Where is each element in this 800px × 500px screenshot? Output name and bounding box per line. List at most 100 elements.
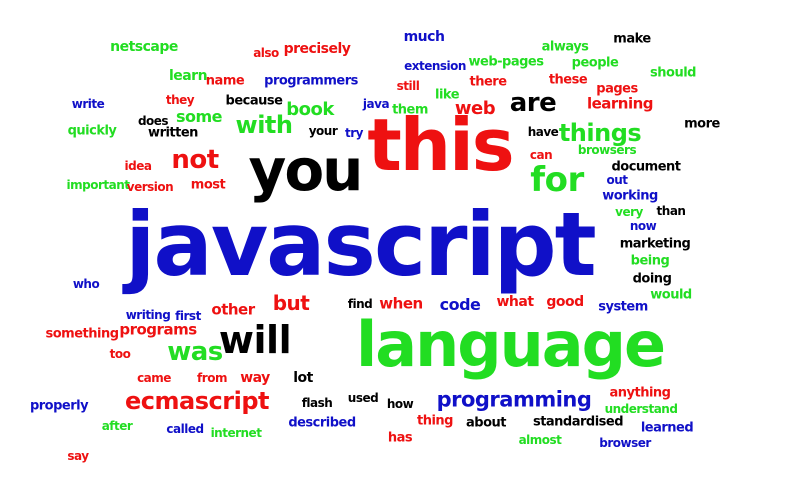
word-try: try	[345, 126, 363, 140]
word-important: important	[66, 178, 130, 192]
word-programming: programming	[436, 387, 592, 412]
word-they: they	[165, 93, 195, 107]
word-properly: properly	[29, 398, 89, 414]
word-your: your	[308, 124, 338, 138]
word-always: always	[541, 39, 589, 55]
word-from: from	[197, 371, 227, 385]
word-good: good	[546, 294, 584, 310]
word-you: you	[248, 136, 364, 204]
word-would: would	[650, 287, 692, 303]
word-precisely: precisely	[283, 41, 351, 57]
word-working: working	[602, 188, 658, 204]
word-some: some	[175, 107, 223, 126]
word-web-pages: web-pages	[468, 54, 544, 70]
word-after: after	[101, 419, 133, 433]
word-still: still	[396, 79, 420, 93]
word-programs: programs	[119, 320, 197, 339]
word-quickly: quickly	[67, 123, 117, 139]
word-about: about	[466, 415, 506, 431]
word-when: when	[379, 294, 423, 313]
word-used: used	[347, 391, 379, 405]
word-described: described	[288, 415, 356, 431]
word-these: these	[548, 72, 588, 88]
word-learn: learn	[168, 68, 208, 84]
word-like: like	[434, 87, 460, 103]
word-anything: anything	[609, 385, 672, 401]
word-learning: learning	[586, 94, 654, 113]
word-internet: internet	[210, 426, 262, 440]
word-javascript: javascript	[125, 193, 596, 296]
word-most: most	[190, 177, 226, 193]
word-first: first	[175, 309, 201, 323]
word-standardised: standardised	[532, 414, 624, 430]
word-make: make	[613, 31, 651, 47]
word-now: now	[629, 219, 657, 233]
word-version: version	[126, 180, 174, 194]
word-writing: writing	[125, 308, 171, 322]
word-have: have	[527, 125, 559, 139]
word-who: who	[72, 277, 100, 291]
word-very: very	[615, 205, 643, 219]
word-people: people	[571, 55, 619, 71]
word-other: other	[211, 300, 255, 319]
word-does: does	[137, 114, 169, 128]
word-lot: lot	[293, 370, 313, 386]
word-flash: flash	[301, 396, 333, 410]
word-them: them	[392, 102, 428, 118]
word-browsers: browsers	[577, 143, 637, 157]
word-code: code	[439, 295, 481, 314]
word-way: way	[240, 370, 270, 386]
word-find: find	[347, 297, 373, 311]
word-should: should	[650, 65, 696, 81]
word-extension: extension	[404, 59, 466, 73]
word-are: are	[509, 88, 557, 118]
word-pages: pages	[596, 81, 638, 97]
word-written: written	[148, 125, 198, 141]
word-name: name	[205, 73, 245, 89]
word-with: with	[235, 111, 293, 139]
word-doing: doing	[632, 271, 672, 287]
word-web: web	[454, 98, 496, 119]
word-things: things	[558, 119, 642, 147]
word-this: this	[367, 103, 514, 187]
word-browser: browser	[599, 436, 651, 450]
word-programmers: programmers	[264, 73, 358, 89]
word-more: more	[684, 116, 720, 132]
word-system: system	[598, 299, 648, 315]
word-almost: almost	[518, 433, 562, 447]
word-language: language	[355, 308, 666, 381]
word-there: there	[469, 74, 507, 90]
word-marketing: marketing	[619, 236, 691, 252]
word-can: can	[529, 148, 553, 162]
word-too: too	[109, 347, 131, 361]
word-but: but	[272, 291, 310, 315]
word-ecmascript: ecmascript	[125, 387, 269, 415]
word-much: much	[403, 29, 445, 45]
word-out: out	[606, 173, 628, 187]
word-being: being	[630, 253, 670, 269]
word-learned: learned	[640, 420, 694, 436]
word-because: because	[225, 93, 283, 109]
word-has: has	[387, 430, 413, 446]
word-say: say	[67, 449, 89, 463]
word-was: was	[167, 337, 223, 367]
word-for: for	[530, 160, 584, 200]
word-understand: understand	[604, 402, 678, 416]
word-how: how	[386, 397, 414, 411]
word-something: something	[45, 326, 119, 342]
word-than: than	[656, 204, 686, 218]
word-came: came	[137, 371, 171, 385]
word-thing: thing	[417, 413, 454, 429]
word-java: java	[362, 97, 390, 111]
word-netscape: netscape	[110, 39, 178, 55]
word-document: document	[611, 159, 681, 175]
word-book: book	[286, 99, 334, 120]
word-what: what	[496, 294, 534, 310]
word-write: write	[71, 97, 105, 111]
word-idea: idea	[124, 159, 152, 173]
word-called: called	[166, 422, 204, 436]
word-will: will	[218, 318, 292, 362]
word-also: also	[253, 46, 279, 60]
word-not: not	[171, 145, 219, 175]
